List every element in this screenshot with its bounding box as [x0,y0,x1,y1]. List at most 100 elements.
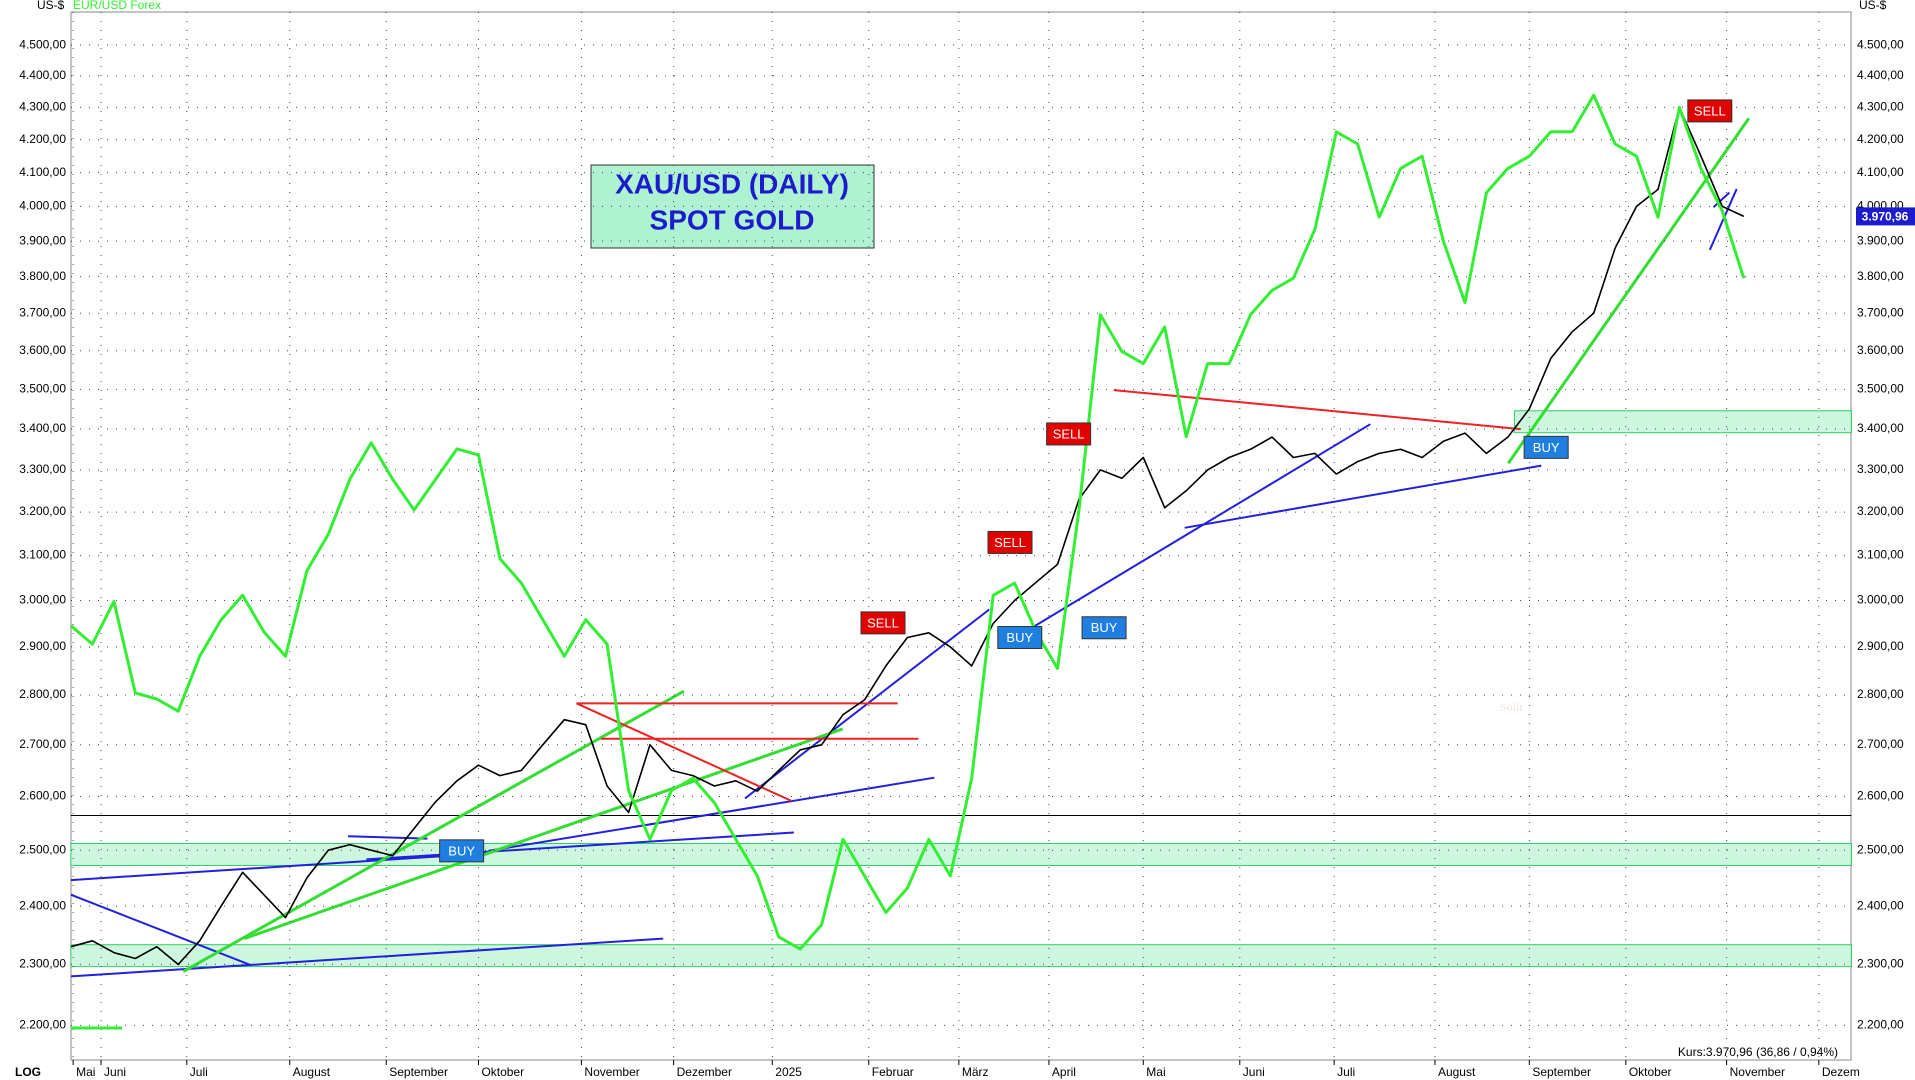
y2-tick-label: 2.600,00 [1857,789,1904,803]
signal-box [1081,616,1127,640]
x-tick-label: April [1052,1065,1076,1079]
signal-label: BUY [1533,440,1560,455]
signal-label: SELL [994,535,1026,550]
x-tick-label: 2025 [775,1065,802,1079]
chart-subtitle: SPOT GOLD [650,204,815,235]
y-tick-label: 2.800,00 [19,687,66,701]
signal-label: SELL [867,615,899,630]
watermark: Solit [1500,700,1523,714]
y2-tick-label: 3.700,00 [1857,305,1904,319]
x-tick-label: Mai [1146,1065,1165,1079]
chart-title: XAU/USD (DAILY) [615,168,849,199]
annotations-layer [70,117,1852,978]
y-tick-label: 2.400,00 [19,898,66,912]
signal-box [1523,435,1569,459]
y-tick-label: 2.300,00 [19,957,66,971]
x-tick-label: Oktober [1629,1065,1672,1079]
y-tick-label: 2.500,00 [19,842,66,856]
y-tick-label: 2.600,00 [19,789,66,803]
y2-tick-label: 2.300,00 [1857,957,1904,971]
signal-box [997,626,1043,650]
x-tick-label: März [962,1065,989,1079]
y-tick-label: 4.000,00 [19,199,66,213]
x-tick-label: Juli [1337,1065,1355,1079]
signal-box [987,530,1033,554]
x-tick-label: Oktober [481,1065,524,1079]
x-tick-label: September [1532,1065,1591,1079]
y-tick-label: 2.900,00 [19,639,66,653]
series-line [70,106,1745,966]
y-tick-label: 3.300,00 [19,462,66,476]
plot-frame [70,11,1852,1061]
legend-entry: EUR/USD Forex [73,0,161,12]
trendline [1184,464,1542,529]
support-zone [1513,410,1852,434]
x-tick-label: Februar [872,1065,914,1079]
y-tick-label: 3.800,00 [19,269,66,283]
y2-tick-label: 4.500,00 [1857,37,1904,51]
trendline [1000,423,1371,647]
series-line [70,93,1746,951]
trendline [70,937,664,978]
signal-label: BUY [1091,620,1118,635]
trendline [488,776,935,852]
price-label: 3.970,96 [1862,210,1909,224]
y2-tick-label: 2.900,00 [1857,639,1904,653]
trendline [1712,191,1731,208]
x-tick-label: Mai [76,1065,95,1079]
y2-tick-label: 2.800,00 [1857,687,1904,701]
y-tick-label: 4.100,00 [19,165,66,179]
price-tag [1856,207,1915,226]
y-tick-label: 2.200,00 [19,1017,66,1031]
signal-label: SELL [1053,426,1085,441]
y2-tick-label: 3.600,00 [1857,343,1904,357]
y-tick-label: 4.500,00 [19,37,66,51]
trendline [1113,389,1521,431]
y2-tick-label: 4.200,00 [1857,132,1904,146]
y2-tick-label: 3.900,00 [1857,233,1904,247]
y2-tick-label: 3.200,00 [1857,504,1904,518]
x-tick-label: September [389,1065,448,1079]
y-tick-label: 4.300,00 [19,100,66,114]
y-unit-right: US-$ [1859,0,1887,12]
scale-label: LOG [15,1065,41,1079]
x-tick-label: Dezember [677,1065,732,1079]
y-tick-label: 3.700,00 [19,305,66,319]
trendline [576,702,792,802]
signal-label: BUY [1006,630,1033,645]
x-tick-label: Juni [104,1065,126,1079]
trendline [348,835,428,840]
x-tick-label: November [1730,1065,1785,1079]
status-text: Kurs:3.970,96 (36,86 / 0,94%) [1678,1045,1838,1059]
y2-tick-label: 3.500,00 [1857,381,1904,395]
y2-tick-label: 4.400,00 [1857,68,1904,82]
y2-tick-label: 3.100,00 [1857,548,1904,562]
x-tick-label: August [293,1065,331,1079]
x-tick-label: Juni [1243,1065,1265,1079]
trendline [243,727,844,941]
y-tick-label: 3.200,00 [19,504,66,518]
y2-tick-label: 3.000,00 [1857,593,1904,607]
signal-box [439,839,485,863]
y-tick-label: 2.700,00 [19,737,66,751]
y2-tick-label: 4.100,00 [1857,165,1904,179]
y2-tick-label: 3.400,00 [1857,421,1904,435]
trendline [70,852,489,882]
support-zone [70,944,1852,968]
y-tick-label: 4.400,00 [19,68,66,82]
trendline [182,689,685,973]
y-tick-label: 3.900,00 [19,233,66,247]
signal-box [860,611,906,635]
signal-label: SELL [1694,103,1726,118]
signal-label: BUY [448,843,475,858]
y2-tick-label: 2.200,00 [1857,1017,1904,1031]
y2-tick-label: 3.800,00 [1857,269,1904,283]
trendline [366,831,794,861]
y-tick-label: 3.500,00 [19,381,66,395]
y-tick-label: 3.400,00 [19,421,66,435]
y2-tick-label: 2.700,00 [1857,737,1904,751]
y2-tick-label: 4.300,00 [1857,100,1904,114]
y-tick-label: 3.600,00 [19,343,66,357]
y-tick-label: 3.000,00 [19,593,66,607]
